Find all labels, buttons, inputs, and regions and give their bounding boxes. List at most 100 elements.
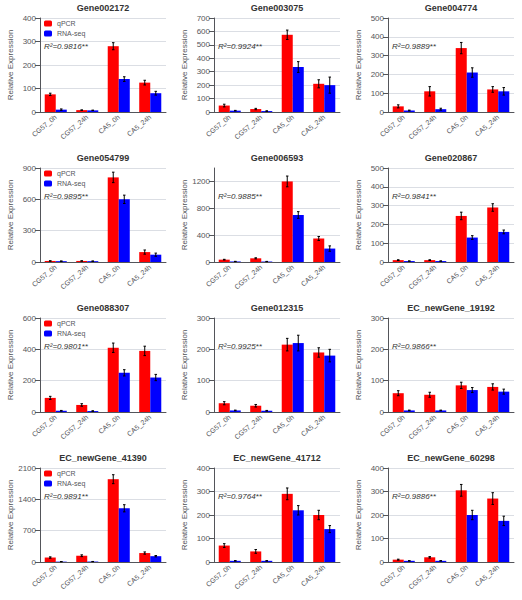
svg-text:CG57_0h: CG57_0h	[205, 413, 233, 438]
svg-text:100: 100	[197, 534, 211, 543]
svg-text:Gene006593: Gene006593	[251, 153, 304, 163]
svg-text:400: 400	[197, 54, 211, 63]
svg-text:CG57_0h: CG57_0h	[31, 563, 59, 588]
svg-text:0: 0	[32, 408, 37, 417]
svg-text:RNA-seq: RNA-seq	[57, 330, 86, 338]
svg-text:Relative Expression: Relative Expression	[354, 330, 363, 401]
svg-text:CG57_0h: CG57_0h	[205, 263, 233, 288]
svg-text:100: 100	[197, 376, 211, 385]
svg-text:Relative Expression: Relative Expression	[354, 30, 363, 101]
svg-text:Gene088307: Gene088307	[77, 303, 130, 313]
svg-text:100: 100	[371, 239, 385, 248]
svg-text:Gene020867: Gene020867	[425, 153, 478, 163]
svg-text:100: 100	[371, 89, 385, 98]
svg-text:R²=0.9764**: R²=0.9764**	[218, 492, 263, 501]
svg-text:CG57_24h: CG57_24h	[59, 413, 90, 441]
svg-text:CA5_0h: CA5_0h	[445, 113, 470, 135]
svg-text:400: 400	[371, 182, 385, 191]
svg-text:200: 200	[371, 345, 385, 354]
svg-text:900: 900	[23, 164, 37, 173]
svg-text:CA5_24h: CA5_24h	[474, 113, 502, 138]
svg-text:R²=0.9816**: R²=0.9816**	[44, 42, 89, 51]
svg-text:CG57_0h: CG57_0h	[379, 413, 407, 438]
svg-text:1400: 1400	[18, 495, 36, 504]
svg-text:EC_newGene_60298: EC_newGene_60298	[407, 453, 495, 463]
svg-text:qPCR: qPCR	[57, 470, 76, 478]
svg-text:EC_newGene_19192: EC_newGene_19192	[407, 303, 495, 313]
svg-text:Relative Expression: Relative Expression	[180, 30, 189, 101]
svg-text:R²=0.9886**: R²=0.9886**	[392, 492, 437, 501]
svg-text:700: 700	[197, 14, 211, 23]
svg-text:CA5_24h: CA5_24h	[126, 113, 154, 138]
svg-text:CG57_24h: CG57_24h	[407, 263, 438, 291]
svg-text:300: 300	[371, 487, 385, 496]
svg-text:qPCR: qPCR	[57, 170, 76, 178]
svg-text:CG57_0h: CG57_0h	[379, 113, 407, 138]
svg-text:EC_newGene_41712: EC_newGene_41712	[233, 453, 321, 463]
svg-text:Gene004774: Gene004774	[425, 3, 478, 13]
svg-text:CA5_0h: CA5_0h	[271, 113, 296, 135]
svg-text:CA5_24h: CA5_24h	[300, 563, 328, 588]
svg-text:CG57_24h: CG57_24h	[233, 113, 264, 141]
svg-text:Relative Expression: Relative Expression	[6, 330, 15, 401]
svg-text:Gene002172: Gene002172	[77, 3, 130, 13]
svg-text:0: 0	[380, 408, 385, 417]
svg-text:100: 100	[371, 376, 385, 385]
svg-text:Relative Expression: Relative Expression	[6, 30, 15, 101]
svg-text:200: 200	[197, 511, 211, 520]
svg-text:CA5_0h: CA5_0h	[445, 563, 470, 585]
svg-text:CG57_0h: CG57_0h	[379, 563, 407, 588]
svg-text:EC_newGene_41390: EC_newGene_41390	[59, 453, 147, 463]
svg-text:300: 300	[197, 487, 211, 496]
svg-text:200: 200	[197, 345, 211, 354]
svg-text:CA5_0h: CA5_0h	[97, 263, 122, 285]
svg-text:CA5_0h: CA5_0h	[445, 263, 470, 285]
svg-text:CG57_24h: CG57_24h	[233, 563, 264, 591]
svg-text:CA5_0h: CA5_0h	[271, 563, 296, 585]
svg-text:CA5_0h: CA5_0h	[271, 413, 296, 435]
svg-text:500: 500	[371, 14, 385, 23]
svg-text:R²=0.9841**: R²=0.9841**	[392, 192, 437, 201]
svg-text:CA5_24h: CA5_24h	[300, 413, 328, 438]
svg-text:CA5_24h: CA5_24h	[474, 263, 502, 288]
svg-text:300: 300	[371, 51, 385, 60]
svg-text:Gene054799: Gene054799	[77, 153, 130, 163]
svg-text:CG57_0h: CG57_0h	[205, 113, 233, 138]
svg-text:200: 200	[371, 511, 385, 520]
svg-text:0: 0	[32, 258, 37, 267]
svg-text:R²=0.9924**: R²=0.9924**	[218, 42, 263, 51]
svg-text:300: 300	[371, 201, 385, 210]
svg-text:400: 400	[23, 345, 37, 354]
svg-text:CA5_0h: CA5_0h	[97, 563, 122, 585]
svg-text:0: 0	[380, 258, 385, 267]
svg-text:0: 0	[380, 558, 385, 567]
svg-text:CG57_24h: CG57_24h	[407, 413, 438, 441]
svg-text:Relative Expression: Relative Expression	[180, 480, 189, 551]
svg-text:600: 600	[23, 314, 37, 323]
svg-text:Relative Expression: Relative Expression	[6, 180, 15, 251]
svg-text:700: 700	[23, 526, 37, 535]
svg-text:qPCR: qPCR	[57, 320, 76, 328]
svg-text:300: 300	[371, 314, 385, 323]
svg-text:CA5_24h: CA5_24h	[300, 263, 328, 288]
svg-text:CG57_24h: CG57_24h	[407, 113, 438, 141]
svg-text:CA5_24h: CA5_24h	[126, 413, 154, 438]
svg-text:Gene012315: Gene012315	[251, 303, 304, 313]
svg-text:400: 400	[23, 14, 37, 23]
svg-text:qPCR: qPCR	[57, 20, 76, 28]
svg-text:R²=0.9891**: R²=0.9891**	[44, 492, 89, 501]
svg-text:CA5_24h: CA5_24h	[474, 413, 502, 438]
svg-text:CA5_0h: CA5_0h	[97, 113, 122, 135]
svg-text:0: 0	[206, 408, 211, 417]
svg-text:0: 0	[206, 108, 211, 117]
svg-text:0: 0	[32, 558, 37, 567]
svg-text:400: 400	[371, 464, 385, 473]
svg-text:0: 0	[380, 108, 385, 117]
svg-text:CG57_24h: CG57_24h	[407, 563, 438, 591]
svg-text:500: 500	[371, 164, 385, 173]
svg-text:Relative Expression: Relative Expression	[354, 480, 363, 551]
svg-text:CG57_24h: CG57_24h	[59, 113, 90, 141]
svg-text:500: 500	[197, 40, 211, 49]
svg-text:200: 200	[371, 70, 385, 79]
svg-text:CG57_0h: CG57_0h	[205, 563, 233, 588]
